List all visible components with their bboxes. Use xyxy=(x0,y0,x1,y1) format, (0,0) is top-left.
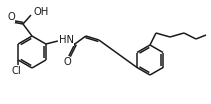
Text: HN: HN xyxy=(59,35,74,45)
Text: O: O xyxy=(7,12,15,22)
Text: Cl: Cl xyxy=(11,66,21,76)
Text: OH: OH xyxy=(34,7,49,17)
Text: O: O xyxy=(64,57,72,67)
